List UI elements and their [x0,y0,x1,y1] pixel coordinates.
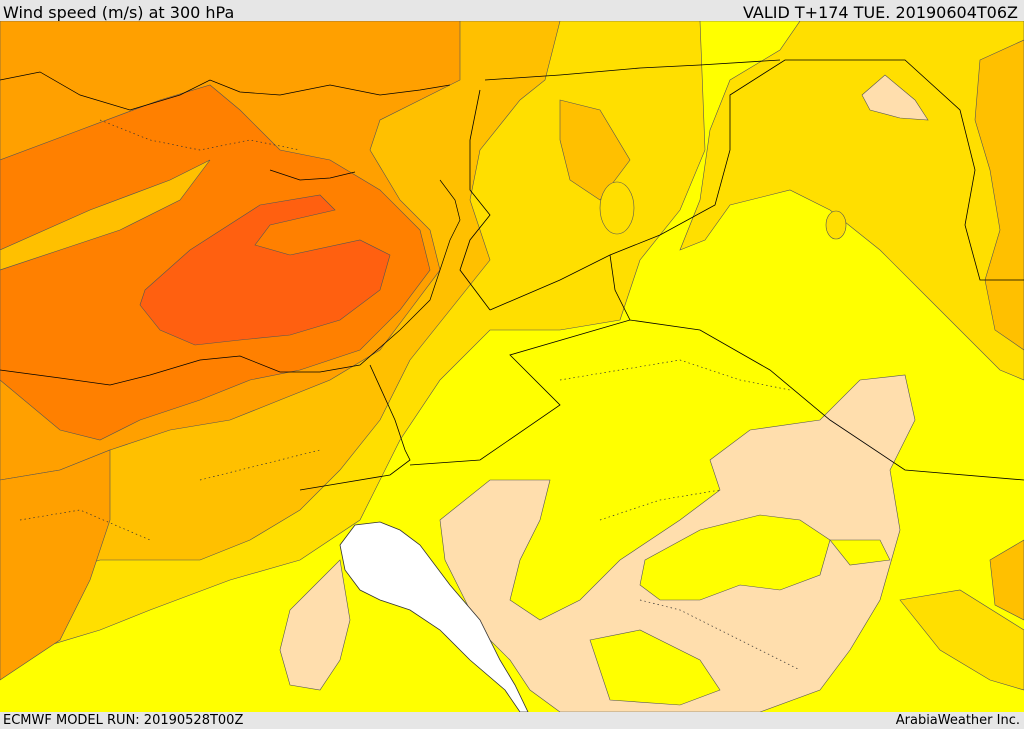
map-canvas [0,21,1024,712]
map-header: Wind speed (m/s) at 300 hPa VALID T+174 … [0,0,1024,21]
model-run: ECMWF MODEL RUN: 20190528T00Z [3,712,243,729]
credit-label: ArabiaWeather Inc. [896,712,1020,729]
map-title: Wind speed (m/s) at 300 hPa [3,3,234,23]
valid-time: VALID T+174 TUE. 20190604T06Z [743,3,1018,23]
wind-speed-map[interactable] [0,21,1024,712]
wind-band-gold-cell-2 [826,211,846,239]
wind-band-gold-cell [600,182,634,234]
map-footer: ECMWF MODEL RUN: 20190528T00Z ArabiaWeat… [0,712,1024,729]
